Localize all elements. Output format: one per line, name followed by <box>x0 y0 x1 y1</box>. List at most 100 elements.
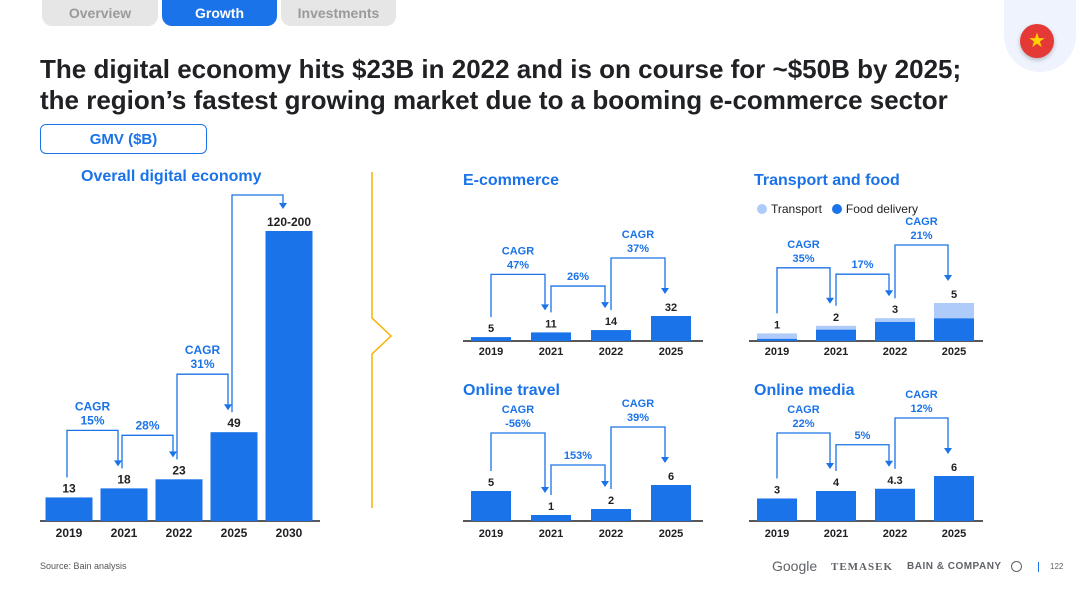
transport-value-label-0: 1 <box>774 319 780 331</box>
overall-bar-3 <box>210 432 258 521</box>
travel-bar-1 <box>531 515 571 521</box>
overall-bar-2 <box>155 479 203 521</box>
legend-transport-label: Transport <box>771 202 822 216</box>
media-tick-label-1: 2021 <box>824 528 848 540</box>
overall-tick-label-2: 2022 <box>166 526 193 540</box>
transport-legend: Transport Food delivery <box>757 202 928 216</box>
ecommerce-chart-title: E-commerce <box>463 172 560 189</box>
media-tick-label-3: 2025 <box>942 528 966 540</box>
travel-chart-title: Online travel <box>463 382 560 399</box>
overall-cagr-connector-1 <box>121 434 174 469</box>
transport-tick-label-1: 2021 <box>824 346 848 358</box>
legend-food: Food delivery <box>831 202 918 216</box>
media-value-label-1: 4 <box>833 477 840 489</box>
ecommerce-cagr-connector-1 <box>550 285 606 313</box>
overall-bar-0 <box>45 497 93 521</box>
transport-value-label-2: 3 <box>892 304 898 316</box>
ecommerce-value-label-2: 14 <box>605 316 618 328</box>
media-chart-title: Online media <box>754 382 855 399</box>
media-tick-label-2: 2022 <box>883 528 907 540</box>
transport-bar-food-3 <box>934 318 974 341</box>
travel-cagr-label-2-0: CAGR <box>622 398 654 410</box>
country-badge: ★ <box>1004 0 1076 72</box>
overall-cagr-label-1-0: 28% <box>135 418 159 432</box>
travel-cagr-label-1-0: 153% <box>564 450 592 462</box>
overall-cagr-arrow-1 <box>169 451 177 458</box>
media-cagr-connector-2 <box>894 417 949 469</box>
travel-tick-label-3: 2025 <box>659 528 683 540</box>
tab-overview[interactable]: Overview <box>42 0 158 26</box>
transport-cagr-connector-1 <box>835 273 890 306</box>
overall-chart-title: Overall digital economy <box>81 168 262 185</box>
media-bar-3 <box>934 476 974 521</box>
transport-tick-label-2: 2022 <box>883 346 907 358</box>
transport-bar-food-2 <box>875 322 915 341</box>
ecommerce-bar-0 <box>471 337 511 341</box>
overall-cagr-connector-0 <box>66 429 119 478</box>
vietnam-flag-icon: ★ <box>1020 24 1054 58</box>
media-cagr-arrow-0 <box>826 463 834 469</box>
travel-value-label-0: 5 <box>488 477 494 489</box>
overall-cagr-label-2-0: CAGR <box>185 343 221 357</box>
ecommerce-cagr-label-2-0: CAGR <box>622 229 654 241</box>
travel-tick-label-2: 2022 <box>599 528 623 540</box>
travel-value-label-1: 1 <box>548 501 554 513</box>
travel-bar-0 <box>471 491 511 521</box>
travel-cagr-label-0-0: CAGR <box>502 404 534 416</box>
bain-logo: BAIN & COMPANY <box>907 561 1002 572</box>
transport-cagr-arrow-0 <box>826 297 834 304</box>
travel-tick-label-1: 2021 <box>539 528 563 540</box>
tab-growth[interactable]: Growth <box>162 0 277 26</box>
ecommerce-tick-label-0: 2019 <box>479 346 503 358</box>
transport-bar-food-0 <box>757 338 797 341</box>
media-bar-1 <box>816 491 856 521</box>
overall-tick-label-0: 2019 <box>56 526 83 540</box>
media-cagr-label-0-1: 22% <box>792 418 814 430</box>
legend-transport: Transport <box>757 202 822 216</box>
ecommerce-tick-label-3: 2025 <box>659 346 683 358</box>
travel-cagr-connector-2 <box>610 426 666 489</box>
media-bar-0 <box>757 498 797 521</box>
overall-cagr-arrow-0 <box>114 460 122 467</box>
transport-bar-transport-0 <box>757 333 797 339</box>
unit-label: GMV ($B) <box>40 124 207 154</box>
transport-cagr-arrow-1 <box>885 290 893 297</box>
ecommerce-value-label-0: 5 <box>488 323 494 335</box>
overall-bar-4 <box>265 231 313 521</box>
ecommerce-tick-label-1: 2021 <box>539 346 563 358</box>
overall-tick-label-1: 2021 <box>111 526 138 540</box>
legend-food-label: Food delivery <box>845 202 918 216</box>
transport-cagr-label-2-0: CAGR <box>905 216 937 228</box>
ecommerce-tick-label-2: 2022 <box>599 346 623 358</box>
transport-bar-transport-3 <box>934 303 974 319</box>
page-title-line-1: The digital economy hits $23B in 2022 an… <box>40 54 962 84</box>
travel-bar-2 <box>591 509 631 521</box>
transport-value-label-3: 5 <box>951 289 957 301</box>
travel-tick-label-0: 2019 <box>479 528 503 540</box>
overall-value-label-1: 18 <box>117 472 131 486</box>
ecommerce-bar-2 <box>591 330 631 341</box>
transport-cagr-connector-2 <box>894 244 949 299</box>
media-cagr-arrow-2 <box>944 448 952 454</box>
overall-cagr-arrow-2 <box>224 404 232 411</box>
transport-cagr-label-0-0: CAGR <box>787 239 819 251</box>
page-number: 122 <box>1050 562 1064 571</box>
ecommerce-cagr-label-0-0: CAGR <box>502 245 534 257</box>
media-cagr-label-2-0: CAGR <box>905 389 937 401</box>
travel-cagr-label-0-1: -56% <box>505 418 531 430</box>
travel-bar-3 <box>651 485 691 521</box>
media-cagr-arrow-1 <box>885 460 893 467</box>
transport-bar-transport-1 <box>816 325 856 330</box>
travel-cagr-label-2-1: 39% <box>627 412 649 424</box>
overall-cagr-connector-3 <box>231 194 284 413</box>
tab-investments[interactable]: Investments <box>281 0 396 26</box>
overall-cagr-label-0-0: CAGR <box>75 399 111 413</box>
ecommerce-cagr-connector-2 <box>610 257 666 311</box>
ecommerce-value-label-3: 32 <box>665 302 677 314</box>
media-cagr-label-0-0: CAGR <box>787 404 819 416</box>
page-title: The digital economy hits $23B in 2022 an… <box>40 54 970 116</box>
ecommerce-cagr-label-2-1: 37% <box>627 243 649 255</box>
ecommerce-bar-1 <box>531 332 571 341</box>
transport-swatch-icon <box>757 204 767 214</box>
source-note: Source: Bain analysis <box>40 561 127 571</box>
